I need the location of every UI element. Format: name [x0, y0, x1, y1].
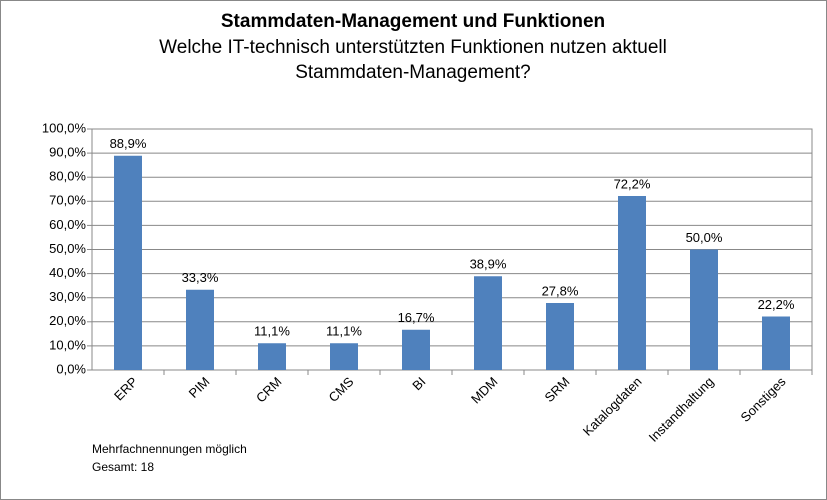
y-tick-label: 50,0%	[49, 241, 86, 256]
y-tick-label: 40,0%	[49, 265, 86, 280]
value-label: 11,1%	[326, 324, 362, 339]
y-tick-label: 70,0%	[49, 193, 86, 208]
y-tick-label: 90,0%	[49, 145, 86, 160]
chart-title: Stammdaten-Management und Funktionen	[221, 11, 605, 32]
y-tick-label: 30,0%	[49, 289, 86, 304]
chart-subtitle: Welche IT-technisch unterstützten Funkti…	[159, 37, 667, 58]
y-tick-label: 60,0%	[49, 217, 86, 232]
value-label: 72,2%	[614, 176, 651, 191]
value-label: 22,2%	[758, 297, 795, 312]
annotation: Mehrfachnennungen möglich	[92, 442, 247, 456]
bar	[258, 343, 286, 370]
bar	[546, 303, 574, 370]
bar	[618, 195, 646, 370]
annotation: Gesamt: 18	[92, 460, 154, 474]
y-tick-label: 80,0%	[49, 169, 86, 184]
chart-subtitle: Stammdaten-Management?	[295, 62, 531, 83]
bar	[402, 329, 430, 370]
value-label: 11,1%	[254, 324, 290, 339]
value-label: 16,7%	[398, 310, 435, 325]
y-tick-label: 0,0%	[56, 361, 86, 376]
bar	[114, 155, 142, 370]
value-label: 38,9%	[470, 257, 507, 272]
y-tick-label: 10,0%	[49, 337, 86, 352]
bar	[330, 343, 358, 370]
y-tick-label: 20,0%	[49, 313, 86, 328]
y-tick-label: 100,0%	[42, 120, 87, 135]
value-label: 27,8%	[542, 283, 579, 298]
bar	[474, 276, 502, 370]
value-label: 88,9%	[110, 136, 147, 151]
value-label: 33,3%	[182, 270, 219, 285]
bar	[762, 316, 790, 370]
value-label: 50,0%	[686, 230, 723, 245]
bar	[186, 289, 214, 370]
bar	[690, 249, 718, 370]
